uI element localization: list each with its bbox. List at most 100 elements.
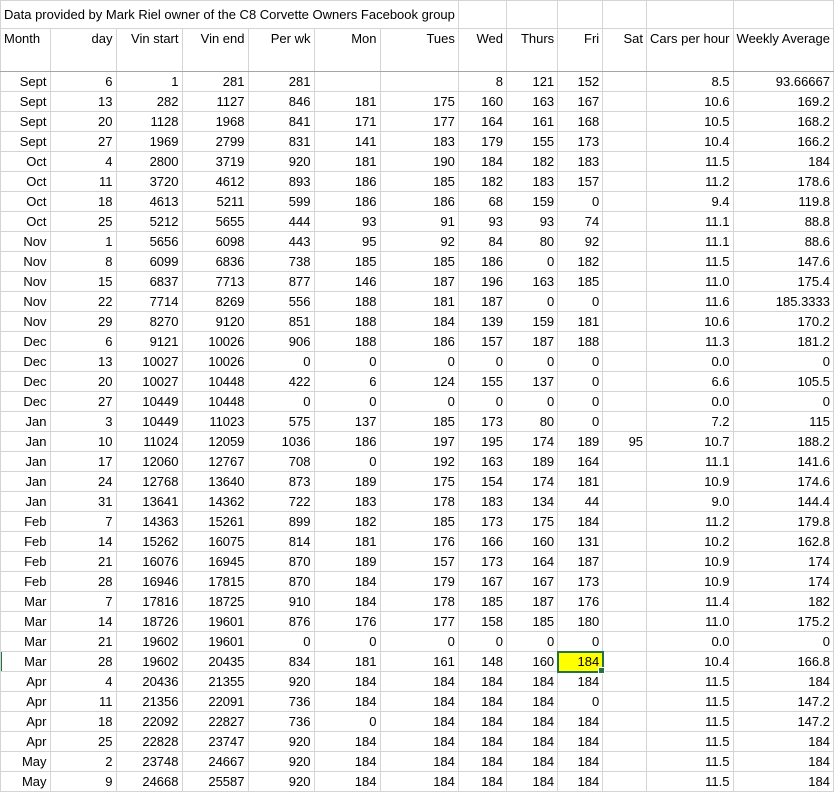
cell-month[interactable]: Dec (0, 331, 51, 352)
cell-wed[interactable]: 186 (457, 251, 507, 272)
cell-fri[interactable]: 184 (557, 511, 604, 532)
cell-per-wk[interactable]: 834 (247, 651, 315, 672)
cell-fri[interactable]: 0 (557, 191, 604, 212)
cell-mon[interactable]: 189 (313, 471, 381, 492)
cell-mon[interactable]: 6 (313, 371, 381, 392)
cell-cars-per-hour[interactable]: 10.4 (646, 131, 734, 152)
cell-per-wk[interactable]: 738 (247, 251, 315, 272)
cell-month[interactable]: Sept (0, 91, 51, 112)
cell-cars-per-hour[interactable]: 0.0 (646, 391, 734, 412)
cell-thurs[interactable]: 174 (505, 431, 559, 452)
cell-vin-end[interactable]: 16075 (181, 531, 249, 552)
cell-fri[interactable]: 185 (557, 271, 604, 292)
cell-cars-per-hour[interactable]: 8.5 (646, 71, 734, 92)
cell-weekly-average[interactable]: 147.2 (732, 711, 834, 732)
cell-sat[interactable] (602, 371, 648, 392)
cell-fri[interactable]: 187 (557, 551, 604, 572)
cell-month[interactable]: Jan (0, 411, 51, 432)
cell-mon[interactable]: 95 (313, 231, 381, 252)
cell-vin-start[interactable]: 13641 (115, 491, 183, 512)
cell-weekly-average[interactable]: 0 (732, 631, 834, 652)
cell-vin-end[interactable]: 5211 (181, 191, 249, 212)
header-tues[interactable]: Tues (379, 28, 459, 72)
cell-mon[interactable] (313, 71, 381, 92)
cell-tues[interactable]: 192 (379, 451, 459, 472)
cell-vin-end[interactable]: 18725 (181, 591, 249, 612)
cell-cars-per-hour[interactable]: 11.5 (646, 671, 734, 692)
cell-per-wk[interactable]: 920 (247, 151, 315, 172)
cell-vin-end[interactable]: 22827 (181, 711, 249, 732)
cell-month[interactable]: Jan (0, 491, 51, 512)
cell-tues[interactable]: 176 (379, 531, 459, 552)
cell-mon[interactable]: 137 (313, 411, 381, 432)
cell-thurs[interactable]: 184 (505, 751, 559, 772)
cell-weekly-average[interactable]: 141.6 (732, 451, 834, 472)
cell-vin-end[interactable]: 12059 (181, 431, 249, 452)
cell-mon[interactable]: 184 (313, 731, 381, 752)
cell-vin-start[interactable]: 21356 (115, 691, 183, 712)
cell-per-wk[interactable]: 873 (247, 471, 315, 492)
cell-per-wk[interactable]: 846 (247, 91, 315, 112)
cell-thurs[interactable]: 185 (505, 611, 559, 632)
cell-vin-start[interactable]: 1128 (115, 111, 183, 132)
cell-day[interactable]: 10 (49, 431, 117, 452)
sheet-title[interactable]: Data provided by Mark Riel owner of the … (0, 0, 459, 29)
cell-weekly-average[interactable]: 175.2 (732, 611, 834, 632)
cell-tues[interactable]: 186 (379, 331, 459, 352)
cell-tues[interactable]: 177 (379, 611, 459, 632)
cell-sat[interactable] (602, 91, 648, 112)
cell-thurs[interactable]: 182 (505, 151, 559, 172)
cell-thurs[interactable]: 184 (505, 691, 559, 712)
cell-day[interactable]: 11 (49, 171, 117, 192)
cell-tues[interactable]: 91 (379, 211, 459, 232)
cell-tues[interactable]: 184 (379, 751, 459, 772)
cell-cars-per-hour[interactable]: 10.6 (646, 91, 734, 112)
cell-wed[interactable]: 166 (457, 531, 507, 552)
cell-sat[interactable] (602, 551, 648, 572)
cell-sat[interactable] (602, 411, 648, 432)
cell-tues[interactable]: 184 (379, 711, 459, 732)
cell-month[interactable]: Mar (0, 591, 51, 612)
cell-fri[interactable]: 173 (557, 131, 604, 152)
cell-fri[interactable]: 181 (557, 311, 604, 332)
cell-mon[interactable]: 181 (313, 91, 381, 112)
cell-tues[interactable] (379, 71, 459, 92)
cell-weekly-average[interactable]: 185.3333 (732, 291, 834, 312)
cell-day[interactable]: 31 (49, 491, 117, 512)
cell-thurs[interactable]: 184 (505, 771, 559, 792)
cell-vin-start[interactable]: 8270 (115, 311, 183, 332)
cell-tues[interactable]: 186 (379, 191, 459, 212)
cell-vin-end[interactable]: 12767 (181, 451, 249, 472)
cell-month[interactable]: Mar (0, 651, 51, 672)
cell-tues[interactable]: 185 (379, 511, 459, 532)
cell-sat[interactable] (602, 511, 648, 532)
cell-mon[interactable]: 184 (313, 671, 381, 692)
cell-thurs[interactable]: 134 (505, 491, 559, 512)
cell-mon[interactable]: 186 (313, 191, 381, 212)
cell-thurs[interactable]: 167 (505, 571, 559, 592)
cell-mon[interactable]: 188 (313, 331, 381, 352)
cell-per-wk[interactable]: 920 (247, 751, 315, 772)
cell-tues[interactable]: 92 (379, 231, 459, 252)
cell-weekly-average[interactable]: 147.2 (732, 691, 834, 712)
cell-mon[interactable]: 171 (313, 111, 381, 132)
cell-day[interactable]: 18 (49, 191, 117, 212)
cell-mon[interactable]: 0 (313, 391, 381, 412)
cell-wed[interactable]: 164 (457, 111, 507, 132)
cell-mon[interactable]: 146 (313, 271, 381, 292)
cell-tues[interactable]: 157 (379, 551, 459, 572)
cell-per-wk[interactable]: 870 (247, 571, 315, 592)
cell-month[interactable]: Mar (0, 631, 51, 652)
cell-per-wk[interactable]: 556 (247, 291, 315, 312)
cell-cars-per-hour[interactable]: 11.5 (646, 151, 734, 172)
cell-month[interactable]: Nov (0, 231, 51, 252)
cell-month[interactable]: Apr (0, 731, 51, 752)
cell-month[interactable]: May (0, 771, 51, 792)
cell-vin-start[interactable]: 15262 (115, 531, 183, 552)
cell-wed[interactable]: 184 (457, 751, 507, 772)
cell-month[interactable]: Nov (0, 291, 51, 312)
cell-sat[interactable] (602, 691, 648, 712)
cell-cars-per-hour[interactable]: 11.6 (646, 291, 734, 312)
cell-vin-start[interactable]: 4613 (115, 191, 183, 212)
cell-weekly-average[interactable]: 88.6 (732, 231, 834, 252)
